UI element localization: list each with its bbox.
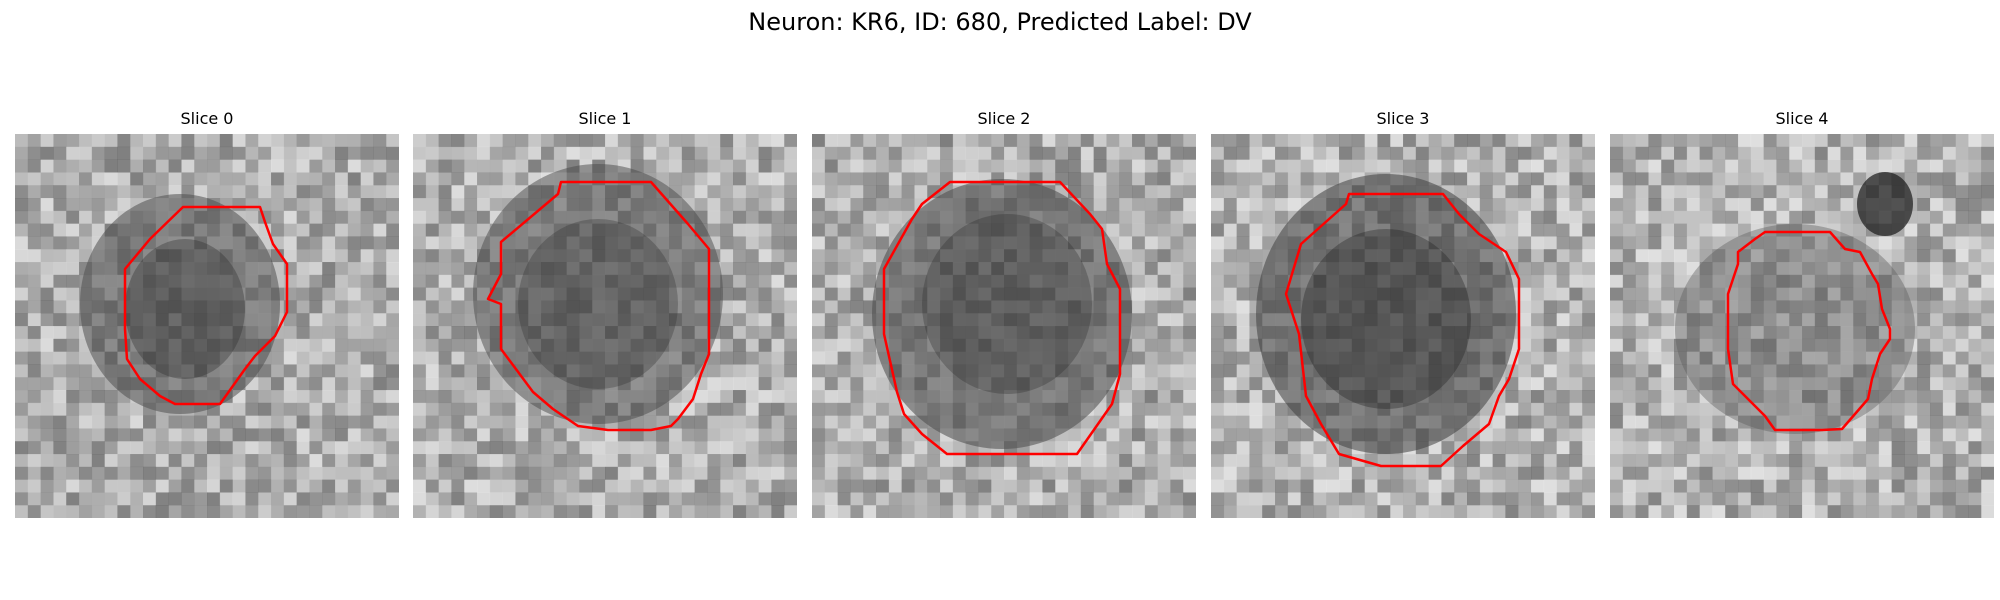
dark-spot-4 bbox=[1857, 172, 1913, 236]
cell-core-2 bbox=[922, 214, 1092, 394]
slice-title-3: Slice 3 bbox=[1211, 108, 1595, 130]
cell-core-3 bbox=[1301, 229, 1471, 409]
slice-title-1: Slice 1 bbox=[413, 108, 797, 130]
slice-image-4 bbox=[1610, 134, 1994, 518]
slice-image-3 bbox=[1211, 134, 1595, 518]
cell-core-0 bbox=[125, 239, 245, 379]
slice-title-4: Slice 4 bbox=[1610, 108, 1994, 130]
cell-core-1 bbox=[518, 219, 678, 389]
slice-image-0 bbox=[15, 134, 399, 518]
slice-title-2: Slice 2 bbox=[812, 108, 1196, 130]
figure-title: Neuron: KR6, ID: 680, Predicted Label: D… bbox=[0, 6, 2000, 38]
cell-body-4 bbox=[1675, 224, 1915, 434]
slice-image-2 bbox=[812, 134, 1196, 518]
slice-title-0: Slice 0 bbox=[15, 108, 399, 130]
slice-image-1 bbox=[413, 134, 797, 518]
